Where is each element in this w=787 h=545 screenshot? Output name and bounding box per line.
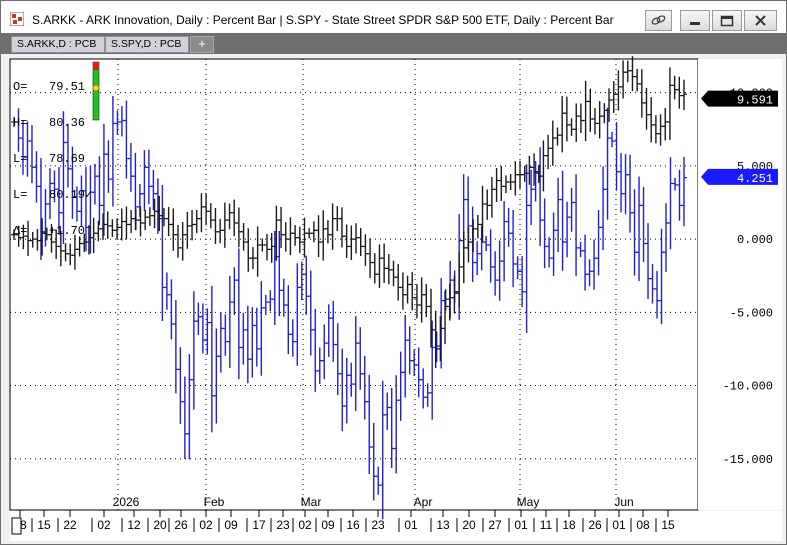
- x-day-label: 20: [462, 518, 476, 532]
- ohlc-last: L= 80.19✓: [13, 188, 93, 202]
- spy-last-value: 9.591: [737, 94, 773, 108]
- tab-arkk-label: S.ARKK,D : PCB: [17, 38, 97, 50]
- x-day-label: 13: [436, 518, 450, 532]
- x-axis-scroll-handle[interactable]: [11, 517, 22, 535]
- ohlc-low: L= 78.69: [13, 152, 86, 166]
- link-button[interactable]: [645, 10, 672, 31]
- y-axis-panel: [698, 59, 782, 510]
- x-month-label: 2026: [113, 495, 140, 509]
- x-day-label: 27: [488, 518, 502, 532]
- spy-last-value-badge: [701, 90, 778, 107]
- plot-area: [9, 58, 699, 511]
- close-icon: [755, 15, 766, 26]
- maximize-button[interactable]: [712, 10, 742, 31]
- arkk-last-value-badge: [701, 168, 778, 185]
- ohlc-indicator-marker: [92, 84, 100, 92]
- x-day-label: 26: [174, 518, 188, 532]
- x-month-label: Apr: [414, 495, 433, 509]
- x-day-label: 17: [252, 518, 266, 532]
- ohlc-open: O= 79.51: [13, 80, 86, 94]
- x-day-label: 12: [127, 518, 141, 532]
- x-day-label: 18: [562, 518, 576, 532]
- x-day-label: 15: [37, 518, 51, 532]
- x-day-label: 09: [321, 518, 335, 532]
- y-tick-label: -15.000: [723, 453, 773, 467]
- minimize-button[interactable]: [680, 10, 710, 31]
- x-month-label: Jun: [614, 495, 633, 509]
- x-day-label: 01: [514, 518, 528, 532]
- x-month-label: Feb: [204, 495, 225, 509]
- link-icon: [651, 15, 666, 25]
- x-day-label: 22: [63, 518, 77, 532]
- x-month-label: May: [517, 495, 540, 509]
- close-button[interactable]: [744, 10, 777, 31]
- x-day-label: 16: [346, 518, 360, 532]
- x-day-label: 08: [636, 518, 650, 532]
- x-axis-panel: [10, 511, 782, 541]
- minimize-icon: [690, 22, 700, 25]
- x-day-label: 02: [298, 518, 312, 532]
- x-day-label: 26: [588, 518, 602, 532]
- title-bar[interactable]: S.ARKK - ARK Innovation, Daily : Percent…: [1, 1, 786, 33]
- ohlc-indicator-high: [93, 62, 99, 70]
- x-month-label: Mar: [301, 495, 322, 509]
- x-day-label: 15: [661, 518, 675, 532]
- y-tick-label: -10.000: [723, 380, 773, 394]
- add-tab-button[interactable]: +: [190, 36, 214, 53]
- ohlc-readout: O= 79.51 H= 80.36 L= 78.69 L= 80.19✓ Δ= …: [13, 57, 92, 249]
- x-day-label: 02: [199, 518, 213, 532]
- x-day-label: 09: [224, 518, 238, 532]
- ohlc-high: H= 80.36: [13, 116, 86, 130]
- x-day-label: 01: [404, 518, 418, 532]
- x-day-label: 23: [276, 518, 290, 532]
- app-logo-icon: [10, 12, 24, 26]
- x-day-label: 23: [371, 518, 385, 532]
- tab-spy-label: S.SPY,D : PCB: [111, 38, 182, 50]
- ohlc-change: Δ= +1.70: [13, 224, 86, 238]
- x-day-label: 02: [97, 518, 111, 532]
- price-chart[interactable]: 10.0005.0000.000-5.000-10.000-15.0000815…: [1, 54, 786, 543]
- x-day-label: 20: [153, 518, 167, 532]
- arkk-last-value: 4.251: [737, 172, 773, 186]
- tab-arkk[interactable]: S.ARKK,D : PCB: [11, 36, 105, 53]
- maximize-icon: [720, 15, 734, 27]
- chart-tab-bar: S.ARKK,D : PCB S.SPY,D : PCB +: [1, 33, 786, 55]
- tab-spy[interactable]: S.SPY,D : PCB: [105, 36, 189, 53]
- window-title: S.ARKK - ARK Innovation, Daily : Percent…: [32, 13, 614, 27]
- y-tick-label: 0.000: [737, 233, 773, 247]
- x-day-label: 11: [540, 518, 553, 532]
- x-day-label: 01: [612, 518, 626, 532]
- y-tick-label: -5.000: [730, 306, 773, 320]
